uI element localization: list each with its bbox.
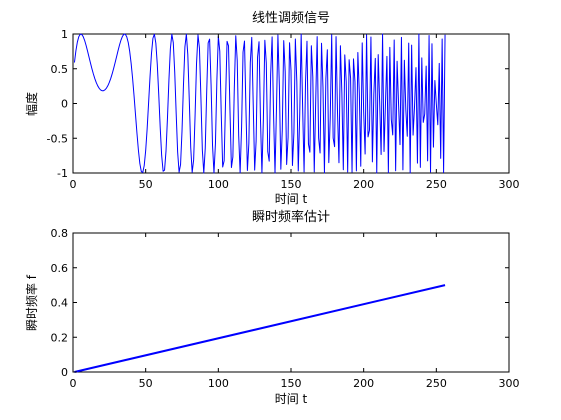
chart-title-signal: 线性调频信号 bbox=[252, 11, 330, 26]
y-axis-label-signal: 幅度 bbox=[24, 92, 39, 116]
axes-ticks-frequency: 0 50 100 150 200 250 300 0 0.2 0.4 0.6 0.8 bbox=[51, 227, 520, 390]
y-tick-label: 0 bbox=[61, 366, 68, 379]
x-tick-label: 50 bbox=[139, 377, 153, 390]
x-tick-label: 300 bbox=[499, 377, 520, 390]
y-tick-label: 0.8 bbox=[51, 227, 69, 240]
y-tick-label: 0 bbox=[61, 98, 68, 111]
chart-signal: 0 50 100 150 200 250 300 -1 -0.5 0 0.5 1 线性调频信号 时间 … bbox=[24, 11, 520, 206]
x-tick-label: 0 bbox=[70, 178, 77, 191]
x-tick-label: 200 bbox=[353, 178, 374, 191]
series-frequency-estimate bbox=[74, 284, 446, 373]
x-axis-label-frequency: 时间 t bbox=[275, 392, 308, 406]
series-chirp-signal bbox=[73, 33, 446, 174]
x-tick-label: 200 bbox=[353, 377, 374, 390]
axes-ticks-signal: 0 50 100 150 200 250 300 -1 -0.5 0 0.5 1 bbox=[47, 28, 520, 191]
x-tick-label: 0 bbox=[70, 377, 77, 390]
x-tick-label: 50 bbox=[139, 178, 153, 191]
x-tick-label: 100 bbox=[208, 377, 229, 390]
y-tick-label: -0.5 bbox=[47, 132, 68, 145]
series-line bbox=[73, 33, 446, 174]
chart-title-frequency: 瞬时频率估计 bbox=[252, 209, 330, 225]
x-tick-label: 250 bbox=[426, 377, 447, 390]
x-tick-label: 250 bbox=[426, 178, 447, 191]
y-axis-label-frequency: 瞬时频率 f bbox=[24, 274, 39, 331]
y-tick-label: 0.2 bbox=[51, 331, 69, 344]
x-axis-label-signal: 时间 t bbox=[275, 192, 308, 206]
series-line bbox=[74, 284, 446, 373]
y-tick-label: 0.5 bbox=[51, 63, 69, 76]
x-tick-label: 150 bbox=[281, 377, 302, 390]
x-tick-label: 150 bbox=[281, 178, 302, 191]
plot-area-frequency bbox=[72, 232, 510, 373]
x-tick-label: 300 bbox=[499, 178, 520, 191]
y-tick-label: 0.6 bbox=[51, 262, 69, 275]
y-tick-label: -1 bbox=[57, 167, 68, 180]
x-tick-label: 100 bbox=[208, 178, 229, 191]
y-tick-label: 1 bbox=[61, 28, 68, 41]
y-tick-label: 0.4 bbox=[51, 297, 69, 310]
chart-frequency: 0 50 100 150 200 250 300 0 0.2 0.4 0.6 0.8 瞬时频率估计 时… bbox=[24, 209, 520, 406]
